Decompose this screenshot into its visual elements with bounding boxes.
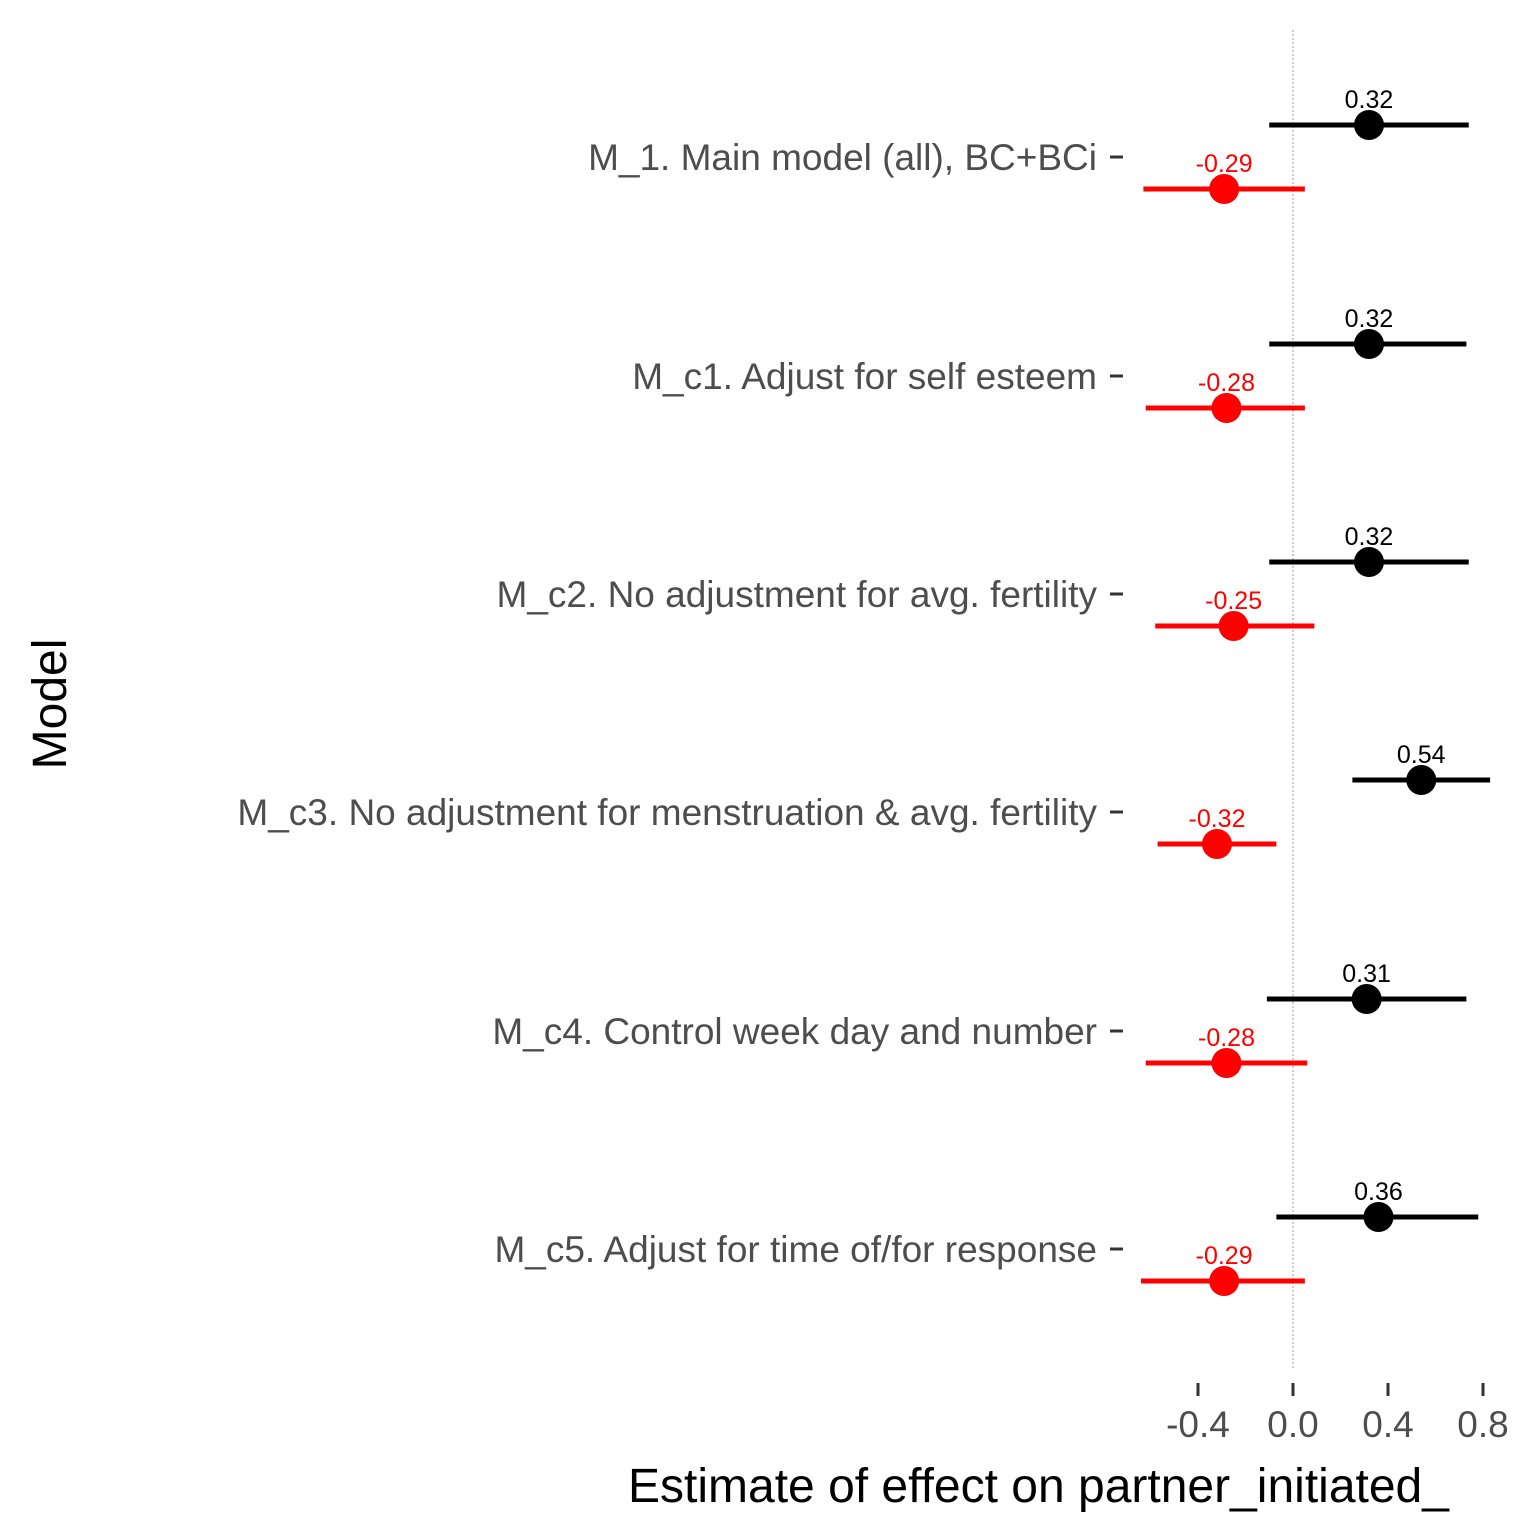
x-tick-label: 0.8 xyxy=(1457,1404,1508,1445)
estimate-point xyxy=(1218,611,1249,641)
x-tick-label: -0.4 xyxy=(1166,1404,1230,1445)
estimate-label: 0.31 xyxy=(1342,960,1391,988)
category-label: M_c5. Adjust for time of/for response xyxy=(494,1229,1097,1270)
estimate-labels: 0.32 0.32 0.32 0.54 0.31 0.36 -0.29 -0.28 -0.25 -… xyxy=(1189,86,1446,1270)
x-axis-ticks xyxy=(1196,1383,1485,1396)
estimate-point xyxy=(1211,393,1242,423)
estimate-point xyxy=(1209,174,1240,204)
estimate-point xyxy=(1354,110,1384,140)
category-label: M_1. Main model (all), BC+BCi xyxy=(588,137,1097,178)
estimate-label: -0.28 xyxy=(1198,1024,1255,1052)
category-label: M_c4. Control week day and number xyxy=(492,1011,1097,1052)
y-axis-title: Model xyxy=(24,639,77,770)
estimate-point xyxy=(1209,1266,1240,1296)
estimate-point xyxy=(1354,329,1384,359)
estimate-point xyxy=(1406,765,1437,795)
estimate-marks xyxy=(1141,110,1491,1296)
y-axis-tick-labels: M_1. Main model (all), BC+BCi M_c1. Adjus… xyxy=(237,137,1097,1270)
estimate-label: -0.25 xyxy=(1205,587,1262,615)
y-axis-ticks xyxy=(1110,155,1123,1251)
category-label: M_c3. No adjustment for menstruation & a… xyxy=(237,792,1097,833)
estimate-point xyxy=(1363,1202,1394,1232)
x-axis-tick-labels: -0.4 0.0 0.4 0.8 xyxy=(1166,1404,1509,1445)
estimate-point xyxy=(1211,1048,1242,1078)
category-label: M_c1. Adjust for self esteem xyxy=(632,356,1097,397)
estimate-label: 0.54 xyxy=(1397,741,1446,769)
category-label: M_c2. No adjustment for avg. fertility xyxy=(497,574,1098,615)
x-tick-label: 0.0 xyxy=(1267,1404,1318,1445)
x-axis-title: Estimate of effect on partner_initiated_ xyxy=(628,1460,1450,1513)
estimate-point xyxy=(1351,984,1382,1014)
estimate-label: -0.28 xyxy=(1198,369,1255,397)
estimate-point xyxy=(1202,829,1232,859)
estimate-label: 0.32 xyxy=(1345,305,1394,333)
estimate-label: -0.29 xyxy=(1196,150,1253,178)
estimate-point xyxy=(1354,547,1384,577)
estimate-label: 0.36 xyxy=(1354,1178,1403,1206)
estimate-label: -0.32 xyxy=(1189,805,1246,833)
estimate-label: 0.32 xyxy=(1345,86,1394,114)
x-tick-label: 0.4 xyxy=(1362,1404,1413,1445)
estimate-label: 0.32 xyxy=(1345,523,1394,551)
estimate-label: -0.29 xyxy=(1196,1242,1253,1270)
